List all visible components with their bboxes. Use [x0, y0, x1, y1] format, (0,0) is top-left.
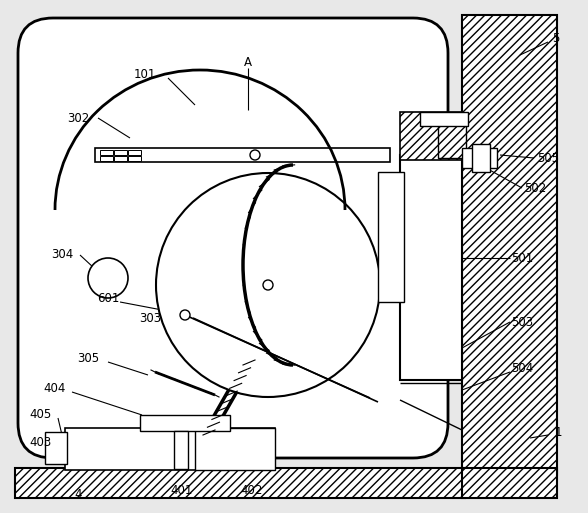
Bar	[462, 15, 557, 475]
Bar	[65, 428, 275, 470]
Circle shape	[88, 258, 128, 298]
Circle shape	[156, 173, 380, 397]
Bar	[400, 112, 462, 160]
Bar	[95, 148, 390, 162]
Text: 401: 401	[171, 483, 193, 497]
Bar	[195, 428, 275, 470]
Bar	[15, 468, 465, 498]
Text: 5: 5	[552, 31, 560, 45]
FancyBboxPatch shape	[18, 18, 448, 458]
Text: 503: 503	[511, 315, 533, 328]
Bar	[114, 156, 127, 161]
Text: 601: 601	[97, 291, 119, 305]
Circle shape	[263, 280, 273, 290]
Text: 404: 404	[44, 382, 66, 394]
Text: 504: 504	[511, 362, 533, 374]
Bar	[100, 150, 113, 155]
Text: A: A	[244, 55, 252, 69]
Text: 1: 1	[554, 425, 562, 439]
Bar	[462, 468, 557, 498]
Text: 402: 402	[241, 483, 263, 497]
Bar	[174, 431, 188, 469]
Text: 304: 304	[51, 248, 73, 262]
Text: 403: 403	[29, 436, 51, 448]
Text: 101: 101	[134, 69, 156, 82]
Text: 502: 502	[524, 182, 546, 194]
Text: 405: 405	[29, 408, 51, 422]
Bar	[400, 155, 462, 380]
Text: 302: 302	[67, 111, 89, 125]
Bar	[128, 156, 141, 161]
Bar	[378, 172, 404, 302]
Bar	[472, 144, 490, 172]
Bar	[420, 112, 468, 126]
Bar	[128, 150, 141, 155]
Text: 501: 501	[511, 251, 533, 265]
Text: 305: 305	[77, 351, 99, 365]
Bar	[438, 120, 466, 158]
Bar	[45, 432, 67, 464]
Text: 303: 303	[139, 311, 161, 325]
Bar	[100, 156, 113, 161]
Bar	[462, 148, 497, 168]
Text: 4: 4	[74, 488, 82, 502]
Text: 505: 505	[537, 151, 559, 165]
Bar	[114, 150, 127, 155]
Bar	[140, 415, 230, 431]
Circle shape	[250, 150, 260, 160]
Circle shape	[180, 310, 190, 320]
